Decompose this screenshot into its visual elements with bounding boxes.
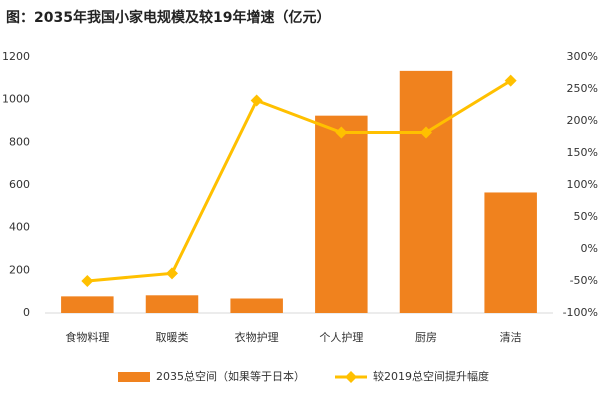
x-tick-label: 厨房 — [415, 331, 437, 344]
y-tick-label: 800 — [9, 135, 30, 148]
legend-marker — [345, 371, 357, 383]
chart-title: 图：2035年我国小家电规模及较19年增速（亿元） — [6, 9, 330, 26]
y-tick-label: 200 — [9, 263, 30, 276]
x-tick-label: 衣物护理 — [235, 330, 279, 344]
y2-tick-label: 100% — [567, 178, 598, 191]
line-marker — [166, 267, 178, 280]
y2-tick-label: 0% — [581, 242, 598, 255]
bar — [315, 115, 368, 314]
x-tick-label: 个人护理 — [319, 330, 363, 344]
line-marker — [420, 126, 432, 139]
legend-label: 较2019总空间提升幅度 — [373, 369, 489, 383]
line-marker — [250, 94, 263, 107]
y-tick-label: 0 — [23, 306, 30, 319]
line — [87, 79, 512, 283]
y-tick-label: 600 — [9, 178, 30, 191]
line-marker — [504, 74, 517, 87]
y2-tick-label: 50% — [574, 210, 598, 223]
line-marker — [81, 275, 94, 287]
x-tick-label: 取暖类 — [156, 330, 189, 344]
y2-tick-label: -100% — [563, 306, 598, 319]
y2-tick-label: -50% — [570, 274, 598, 287]
bar — [399, 70, 453, 313]
line-marker — [335, 126, 348, 139]
y-tick-label: 1000 — [2, 93, 30, 106]
bar — [230, 298, 283, 313]
y2-tick-label: 250% — [567, 82, 598, 95]
y2-tick-label: 150% — [567, 146, 598, 159]
x-tick-label: 清洁 — [500, 331, 522, 344]
bar — [145, 295, 199, 313]
legend-swatch — [118, 372, 150, 382]
bar — [61, 296, 114, 313]
y-tick-label: 1200 — [2, 50, 30, 63]
y2-tick-label: 200% — [567, 114, 598, 127]
y2-tick-label: 300% — [567, 50, 598, 63]
bar — [484, 192, 537, 313]
y-tick-label: 400 — [9, 221, 30, 234]
legend-label: 2035总空间（如果等于日本） — [156, 369, 305, 383]
x-tick-label: 食物料理 — [65, 330, 109, 344]
